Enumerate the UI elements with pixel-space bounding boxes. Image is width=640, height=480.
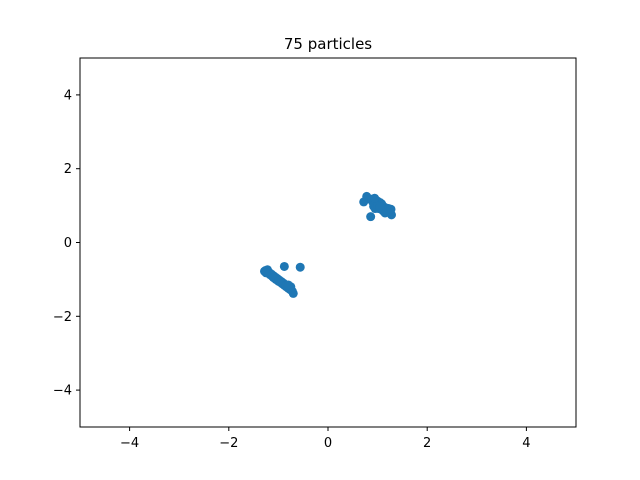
y-tick-label: 0	[64, 236, 72, 251]
scatter-point	[386, 204, 396, 214]
y-axis-ticks: −4 −2 0 2 4	[53, 88, 80, 399]
scatter-point	[261, 268, 271, 278]
x-tick-label: 2	[423, 436, 431, 451]
scatter-point	[375, 202, 385, 212]
y-tick-label: −4	[53, 384, 72, 399]
x-tick-label: −4	[120, 436, 139, 451]
scatter-point	[279, 261, 289, 271]
scatter-point	[366, 212, 376, 222]
x-axis-ticks: −4 −2 0 2 4	[120, 427, 531, 451]
scatter-point	[370, 193, 380, 203]
points-layer	[260, 191, 396, 298]
y-tick-label: 4	[64, 88, 72, 103]
x-tick-label: 0	[324, 436, 332, 451]
scatter-point	[273, 276, 283, 286]
x-tick-label: 4	[522, 436, 530, 451]
scatter-point	[283, 280, 293, 290]
plot-frame	[79, 57, 577, 428]
y-tick-label: −2	[53, 310, 72, 325]
chart-title: 75 particles	[284, 35, 372, 53]
scatter-point	[295, 262, 305, 272]
x-tick-label: −2	[219, 436, 238, 451]
y-tick-label: 2	[64, 162, 72, 177]
